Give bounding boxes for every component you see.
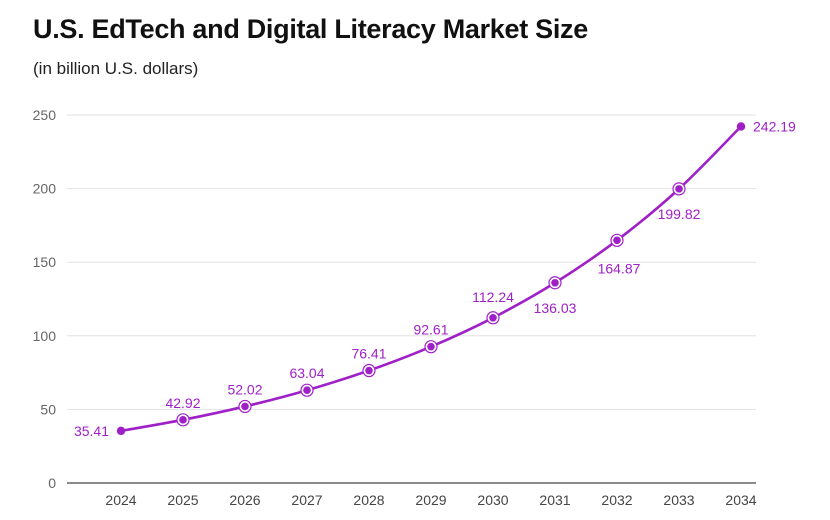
y-tick-label: 150 [33, 254, 57, 270]
x-tick-label: 2034 [725, 492, 756, 508]
data-points [116, 122, 746, 436]
x-tick-label: 2024 [105, 492, 136, 508]
x-tick-label: 2032 [601, 492, 632, 508]
x-axis-ticks: 2024 2025 2026 2027 2028 2029 2030 2031 2032 2033… [105, 492, 756, 508]
x-tick-label: 2029 [415, 492, 446, 508]
data-label: 42.92 [165, 395, 200, 411]
data-point [365, 366, 373, 375]
x-tick-label: 2030 [477, 492, 508, 508]
chart-title: U.S. EdTech and Digital Literacy Market … [33, 14, 588, 44]
y-tick-label: 50 [40, 401, 56, 417]
data-label: 76.41 [351, 346, 386, 362]
data-point [489, 313, 497, 322]
y-tick-label: 0 [48, 475, 56, 491]
x-tick-label: 2028 [353, 492, 384, 508]
data-point [116, 426, 126, 436]
data-label: 112.24 [472, 289, 514, 305]
data-point [241, 402, 249, 411]
data-label: 136.03 [534, 300, 577, 316]
x-tick-label: 2025 [167, 492, 198, 508]
data-point [675, 185, 683, 193]
data-label: 35.41 [74, 423, 109, 439]
data-point [736, 122, 746, 131]
data-point [179, 416, 187, 424]
y-tick-label: 200 [33, 181, 57, 197]
data-label: 92.61 [413, 322, 448, 338]
gridlines [67, 114, 756, 484]
data-point [427, 342, 435, 351]
x-tick-label: 2027 [291, 492, 322, 508]
data-labels: 35.41 42.92 52.02 63.04 76.41 92.61 112.24 136.… [74, 118, 796, 438]
y-tick-label: 100 [33, 328, 57, 344]
chart-subtitle: (in billion U.S. dollars) [33, 59, 199, 78]
x-tick-label: 2033 [663, 492, 694, 508]
data-label: 52.02 [227, 381, 262, 397]
series-line [119, 125, 743, 433]
data-label: 164.87 [598, 260, 641, 276]
y-axis-ticks: 0 50 100 150 200 250 [33, 107, 57, 491]
x-tick-label: 2026 [229, 492, 260, 508]
x-tick-label: 2031 [539, 492, 570, 508]
y-tick-label: 250 [33, 107, 57, 123]
data-point [303, 386, 311, 395]
data-point [613, 236, 621, 245]
data-label: 63.04 [289, 365, 324, 381]
data-label: 199.82 [658, 206, 701, 222]
data-label: 242.19 [753, 118, 796, 134]
data-point [551, 278, 559, 287]
